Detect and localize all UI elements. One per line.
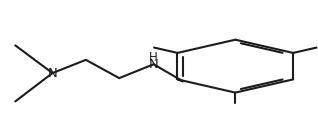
Text: N: N [48, 67, 57, 80]
Text: N: N [149, 58, 158, 71]
Text: H: H [149, 51, 158, 64]
